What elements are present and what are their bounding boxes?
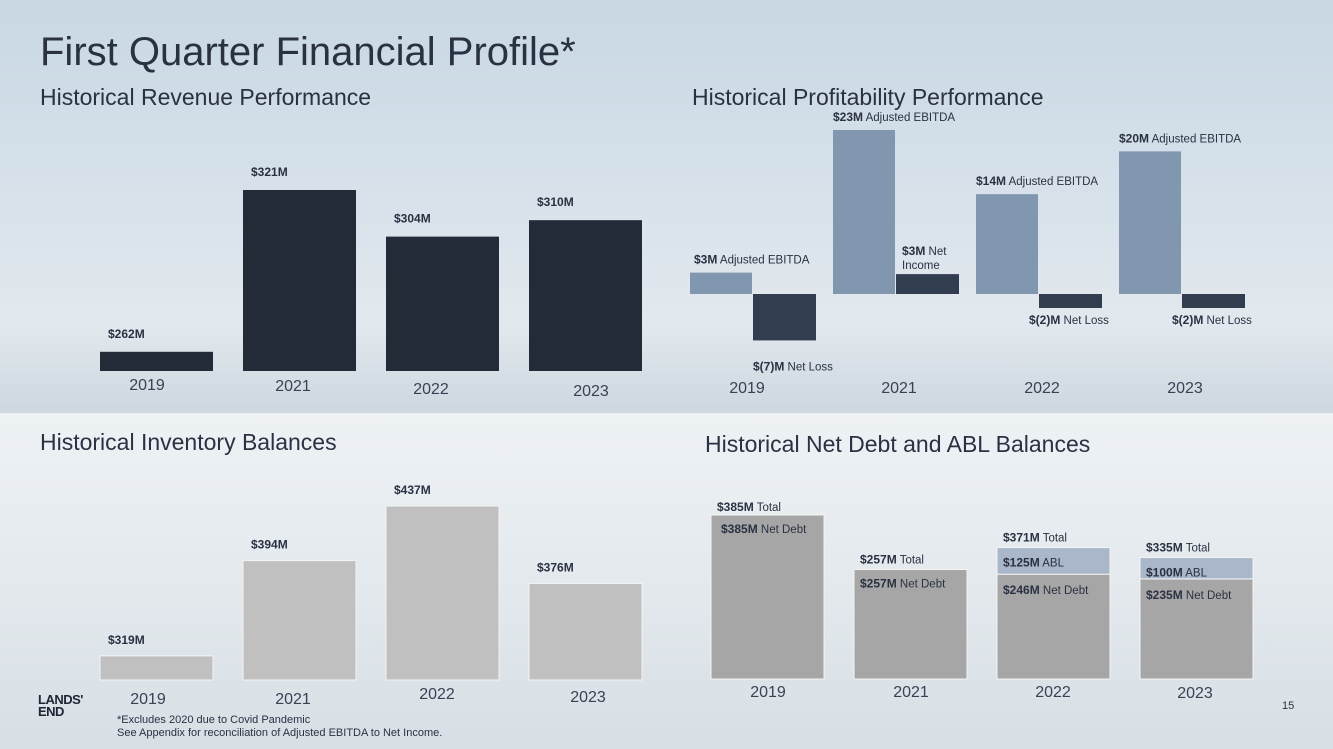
ebitda-label-2023: $20M Adjusted EBITDA	[1119, 131, 1241, 145]
net-income-bar-2021	[896, 274, 959, 294]
net-debt-label-2021: $257M Net Debt	[860, 577, 946, 591]
inventory-value-label-2022: $437M	[394, 483, 431, 497]
ebitda-bar-2022	[976, 194, 1038, 294]
net-debt-bar-2023	[1139, 578, 1254, 680]
debt-category-label-2021: 2021	[893, 684, 929, 701]
inventory-section-title: Historical Inventory Balances	[40, 429, 337, 455]
inventory-value-label-2019: $319M	[108, 633, 145, 647]
ebitda-label-2019: $3M Adjusted EBITDA	[694, 253, 810, 267]
total-label-2019: $385M Total	[717, 500, 781, 514]
logo-line-2: END	[38, 704, 64, 719]
net-debt-label-2022: $246M Net Debt	[1003, 583, 1089, 597]
revenue-bar-2022	[386, 236, 499, 371]
inventory-bar-2021	[242, 560, 357, 681]
profitability-category-label-2021: 2021	[881, 380, 917, 397]
footnotes: *Excludes 2020 due to Covid Pandemic See…	[117, 714, 442, 740]
inventory-category-label-2023: 2023	[570, 689, 606, 706]
abl-bar-2022	[996, 547, 1111, 575]
net-income-label-line2-2021: Income	[902, 260, 940, 272]
logo-line-1: LANDS'	[38, 692, 83, 707]
ebitda-bar-2021	[833, 130, 895, 294]
net-loss-label-2023: $(2)M Net Loss	[1172, 313, 1252, 327]
total-label-2021: $257M Total	[860, 553, 924, 567]
revenue-value-label-2019: $262M	[108, 327, 145, 341]
abl-bar-2023	[1139, 557, 1254, 580]
page-number: 15	[1282, 700, 1295, 712]
revenue-category-label-2023: 2023	[573, 383, 609, 400]
revenue-category-label-2021: 2021	[275, 378, 311, 395]
page-title: First Quarter Financial Profile*	[40, 30, 576, 74]
inventory-value-label-2023: $376M	[537, 560, 574, 574]
revenue-bar-2023	[529, 220, 642, 371]
revenue-value-label-2022: $304M	[394, 212, 431, 226]
revenue-section-title: Historical Revenue Performance	[40, 84, 372, 110]
lands-end-logo: LANDS' END	[38, 692, 83, 719]
net-loss-label-2019: $(7)M Net Loss	[753, 359, 833, 373]
net-loss-label-2022: $(2)M Net Loss	[1029, 313, 1109, 327]
abl-label-2022: $125M ABL	[1003, 556, 1065, 570]
total-label-2022: $371M Total	[1003, 531, 1067, 545]
profitability-category-label-2019: 2019	[729, 380, 765, 397]
profitability-category-label-2023: 2023	[1167, 380, 1203, 397]
total-label-2023: $335M Total	[1146, 541, 1210, 555]
inventory-bar-2022	[385, 505, 500, 681]
revenue-bar-2021	[243, 190, 356, 371]
revenue-value-label-2021: $321M	[251, 165, 288, 179]
debt-section-title: Historical Net Debt and ABL Balances	[705, 431, 1091, 457]
debt-category-label-2023: 2023	[1177, 685, 1213, 702]
net-debt-bar-2022	[996, 573, 1111, 680]
lower-background	[0, 413, 1333, 749]
net-debt-bar-2019	[710, 514, 825, 680]
ebitda-label-2021: $23M Adjusted EBITDA	[833, 110, 955, 124]
net-debt-label-2023: $235M Net Debt	[1146, 588, 1232, 602]
net-income-label-2021: $3M Net	[902, 244, 947, 258]
debt-category-label-2019: 2019	[750, 684, 786, 701]
inventory-category-label-2021: 2021	[275, 691, 311, 708]
debt-category-label-2022: 2022	[1035, 684, 1071, 701]
net-debt-label-2019: $385M Net Debt	[721, 522, 807, 536]
profitability-section-title: Historical Profitability Performance	[692, 84, 1044, 110]
abl-label-2023: $100M ABL	[1146, 566, 1208, 580]
profitability-category-label-2022: 2022	[1024, 380, 1060, 397]
net-debt-bar-2021	[853, 569, 968, 680]
inventory-category-label-2019: 2019	[130, 691, 166, 708]
inventory-bar-2019	[99, 655, 214, 681]
inventory-category-label-2022: 2022	[419, 686, 455, 703]
revenue-bar-2019	[100, 351, 213, 371]
revenue-value-label-2023: $310M	[537, 195, 574, 209]
ebitda-bar-2023	[1119, 151, 1181, 294]
net-income-bar-2023	[1182, 294, 1245, 308]
footnote-covid: *Excludes 2020 due to Covid Pandemic	[117, 714, 311, 726]
revenue-category-label-2022: 2022	[413, 381, 449, 398]
footnote-appendix: See Appendix for reconciliation of Adjus…	[117, 727, 443, 739]
ebitda-label-2022: $14M Adjusted EBITDA	[976, 174, 1098, 188]
inventory-value-label-2021: $394M	[251, 538, 288, 552]
net-income-bar-2019	[753, 294, 816, 341]
ebitda-bar-2019	[690, 272, 752, 294]
revenue-category-label-2019: 2019	[129, 377, 165, 394]
net-income-bar-2022	[1039, 294, 1102, 308]
header-background	[0, 0, 1333, 413]
inventory-bar-2023	[528, 582, 643, 681]
